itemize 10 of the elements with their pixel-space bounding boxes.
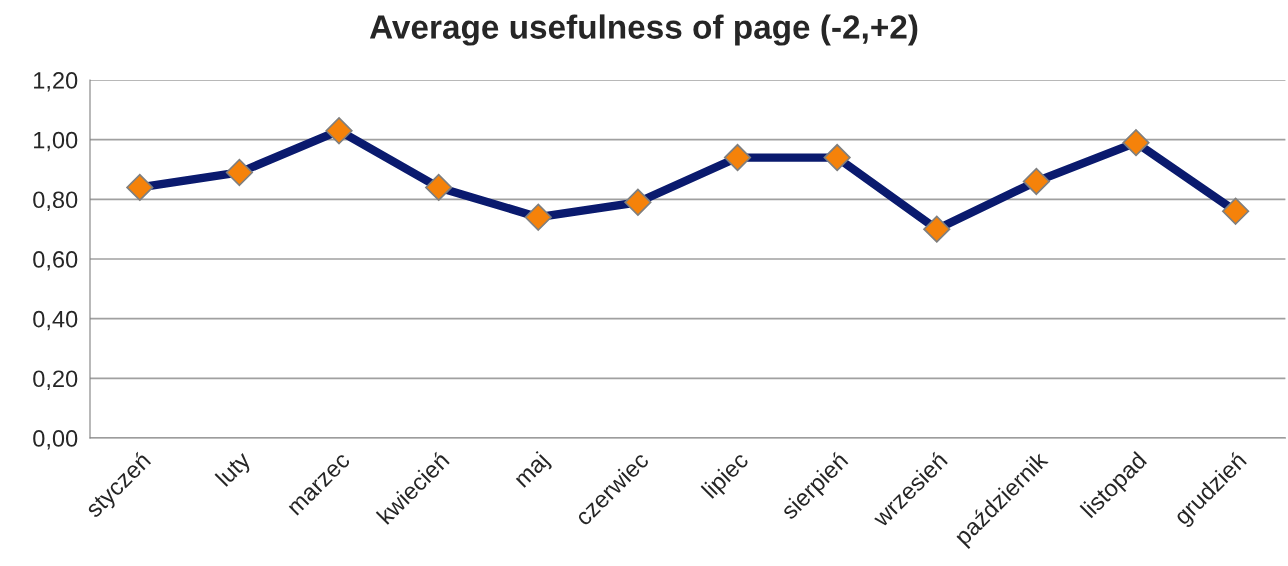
y-tick-label: 0,40 (33, 310, 78, 331)
y-tick-label: 1,20 (34, 72, 78, 92)
y-tick-label: 0,20 (33, 370, 78, 390)
x-tick-label: luty (214, 449, 255, 491)
chart-title: Average usefulness of page (-2,+2) (369, 14, 918, 46)
y-tick-label: 0,00 (33, 430, 78, 450)
y-tick-label: 1,00 (34, 131, 78, 152)
x-tick-label: maj (512, 450, 553, 492)
y-tick-label: 0,80 (33, 191, 78, 211)
y-tick-label: 0,60 (33, 251, 78, 271)
